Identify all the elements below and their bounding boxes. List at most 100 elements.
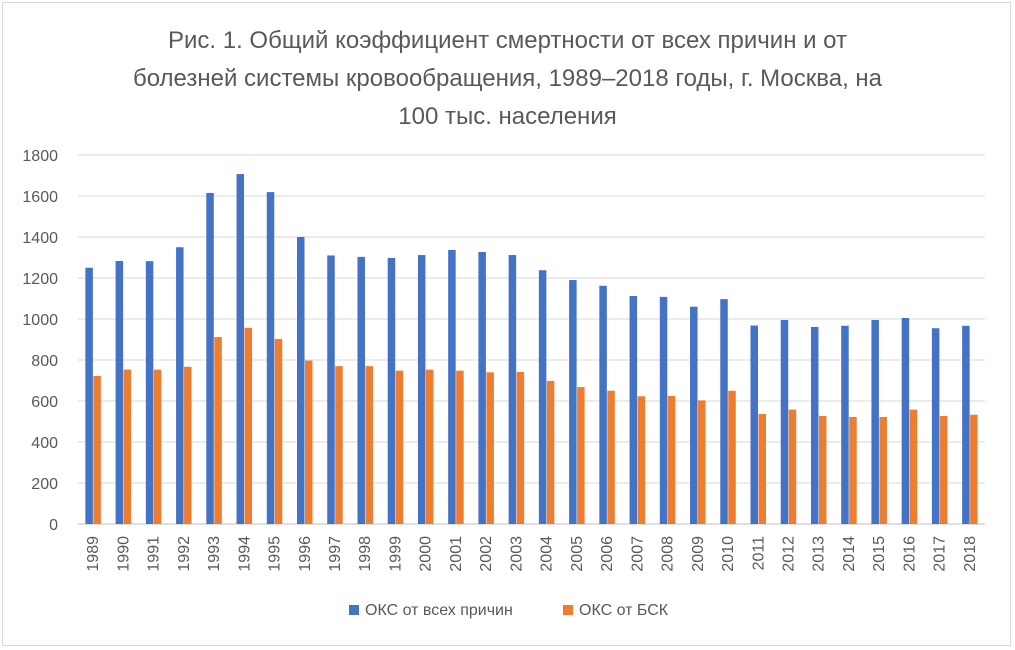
y-tick-label: 1600 xyxy=(22,189,58,206)
bar-all-causes xyxy=(780,320,789,524)
bar-bsk xyxy=(909,409,918,524)
bar-all-causes xyxy=(85,267,93,524)
bar-all-causes xyxy=(206,192,214,525)
bar-all-causes xyxy=(176,247,184,524)
bar-bsk xyxy=(698,400,706,524)
bar-bsk xyxy=(788,409,797,524)
x-tick-label: 1997 xyxy=(327,536,344,572)
y-tick-label: 600 xyxy=(31,394,58,411)
x-tick-label: 2017 xyxy=(932,536,949,572)
x-tick-label: 2001 xyxy=(448,536,465,572)
x-tick-label: 1992 xyxy=(176,536,193,572)
x-tick-label: 2002 xyxy=(478,536,495,572)
legend-swatch-all-causes xyxy=(349,605,359,615)
x-tick-label: 2006 xyxy=(599,536,616,572)
bar-bsk xyxy=(244,327,253,524)
x-tick-label: 2012 xyxy=(780,536,797,572)
bar-all-causes xyxy=(387,257,396,524)
y-tick-label: 1400 xyxy=(22,230,58,247)
bar-all-causes xyxy=(750,325,758,524)
bar-all-causes xyxy=(327,255,335,524)
bar-all-causes xyxy=(810,326,819,524)
bar-bsk xyxy=(758,413,766,524)
bar-bsk xyxy=(214,337,222,524)
bar-all-causes xyxy=(629,296,638,524)
x-tick-label: 2009 xyxy=(690,536,707,572)
legend-label-all-causes: ОКС от всех причин xyxy=(365,602,513,619)
bar-bsk xyxy=(184,366,192,524)
bar-bsk xyxy=(93,375,101,524)
bar-bsk xyxy=(879,416,887,524)
bar-bsk xyxy=(486,372,494,524)
bar-bsk xyxy=(123,369,132,524)
bar-all-causes xyxy=(417,255,426,525)
x-tick-label: 2016 xyxy=(901,536,918,572)
x-tick-label: 1991 xyxy=(146,536,163,572)
bar-all-causes xyxy=(871,320,879,524)
x-tick-label: 1999 xyxy=(387,536,404,572)
bar-bsk xyxy=(818,415,827,524)
x-tick-label: 2000 xyxy=(418,536,435,572)
x-tick-label: 1995 xyxy=(267,536,284,572)
x-tick-label: 2003 xyxy=(508,536,525,572)
bar-all-causes xyxy=(599,285,607,524)
bar-all-causes xyxy=(690,306,698,524)
bar-all-causes xyxy=(538,270,547,524)
bar-bsk xyxy=(153,369,162,524)
bar-bsk xyxy=(607,390,615,524)
bar-all-causes xyxy=(236,174,245,524)
bar-bsk xyxy=(305,360,313,524)
x-tick-label: 2015 xyxy=(871,536,888,572)
y-tick-label: 200 xyxy=(31,476,58,493)
bar-all-causes xyxy=(569,280,577,524)
x-tick-label: 1989 xyxy=(85,536,102,572)
bar-all-causes xyxy=(508,255,517,525)
x-tick-label: 2008 xyxy=(660,536,677,572)
bar-bsk xyxy=(546,380,555,524)
bar-all-causes xyxy=(297,237,305,524)
y-tick-label: 1200 xyxy=(22,271,58,288)
chart-title: Рис. 1. Общий коэффициент смертности от … xyxy=(0,22,1015,136)
bar-bsk xyxy=(939,415,948,524)
x-tick-label: 1996 xyxy=(297,536,314,572)
x-tick-label: 2011 xyxy=(750,536,767,571)
bar-bsk xyxy=(577,387,585,524)
x-tick-label: 1993 xyxy=(206,536,223,572)
bar-bsk xyxy=(728,390,736,524)
bar-bsk xyxy=(516,371,525,524)
bar-bsk xyxy=(970,414,978,524)
chart-title-line-3: 100 тыс. населения xyxy=(398,103,617,130)
legend-swatch-bsk xyxy=(563,605,573,615)
legend-label-bsk: ОКС от БСК xyxy=(579,602,669,619)
x-tick-label: 2010 xyxy=(720,536,737,572)
bar-bsk xyxy=(395,370,404,524)
y-tick-label: 1800 xyxy=(22,148,58,165)
bar-all-causes xyxy=(962,325,970,524)
x-tick-label: 1994 xyxy=(236,536,253,572)
x-tick-label: 2007 xyxy=(629,536,646,572)
bar-bsk xyxy=(667,395,676,524)
bar-all-causes xyxy=(841,325,849,524)
bar-bsk xyxy=(456,370,464,524)
y-tick-label: 400 xyxy=(31,435,58,452)
bar-bsk xyxy=(425,369,434,524)
x-tick-label: 2013 xyxy=(811,536,828,572)
bar-all-causes xyxy=(659,296,668,524)
x-tick-label: 2014 xyxy=(841,536,858,572)
x-tick-label: 1990 xyxy=(115,536,132,572)
chart-title-line-1: Рис. 1. Общий коэффициент смертности от … xyxy=(168,27,847,54)
bar-all-causes xyxy=(266,192,275,525)
chart-title-line-2: болезней системы кровообращения, 1989–20… xyxy=(132,65,883,92)
bar-all-causes xyxy=(145,261,154,524)
bar-bsk xyxy=(274,338,283,524)
bar-all-causes xyxy=(115,260,124,524)
bar-all-causes xyxy=(931,328,940,524)
y-tick-label: 0 xyxy=(49,517,58,534)
bar-bsk xyxy=(849,416,857,524)
x-tick-label: 2005 xyxy=(569,536,586,572)
bar-all-causes xyxy=(357,256,365,524)
bar-bsk xyxy=(335,366,343,524)
y-tick-label: 800 xyxy=(31,353,58,370)
